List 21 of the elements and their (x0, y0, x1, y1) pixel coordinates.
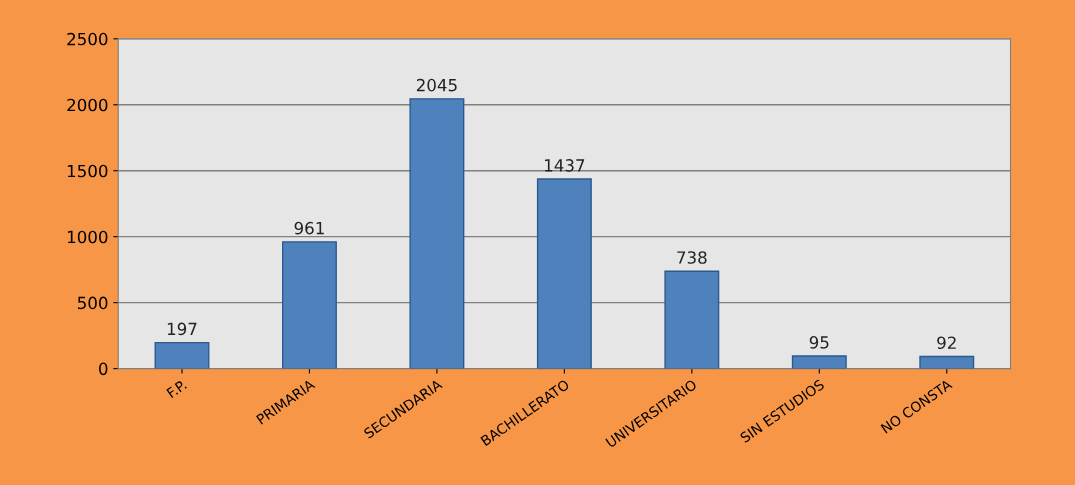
y-tick-label: 2500 (67, 32, 108, 46)
data-label: 197 (167, 322, 197, 336)
y-tick-label: 1000 (67, 230, 108, 244)
bar (409, 98, 465, 369)
bar (791, 355, 847, 369)
bar (281, 241, 337, 369)
data-label: 1437 (545, 159, 585, 172)
x-tick-label: F.P. (166, 379, 187, 399)
y-tick-label: 2000 (67, 98, 108, 112)
bar (919, 355, 975, 369)
y-tick-label: 0 (99, 362, 108, 376)
data-label: 738 (677, 251, 707, 264)
y-tick-label: 500 (78, 296, 108, 310)
data-label: 92 (937, 336, 956, 350)
data-label: 961 (294, 221, 324, 235)
bar (536, 178, 592, 369)
bar (154, 341, 210, 369)
bar (664, 270, 720, 369)
y-tick-label: 1500 (67, 164, 108, 178)
data-label: 95 (809, 336, 829, 349)
data-label: 2045 (416, 78, 457, 92)
